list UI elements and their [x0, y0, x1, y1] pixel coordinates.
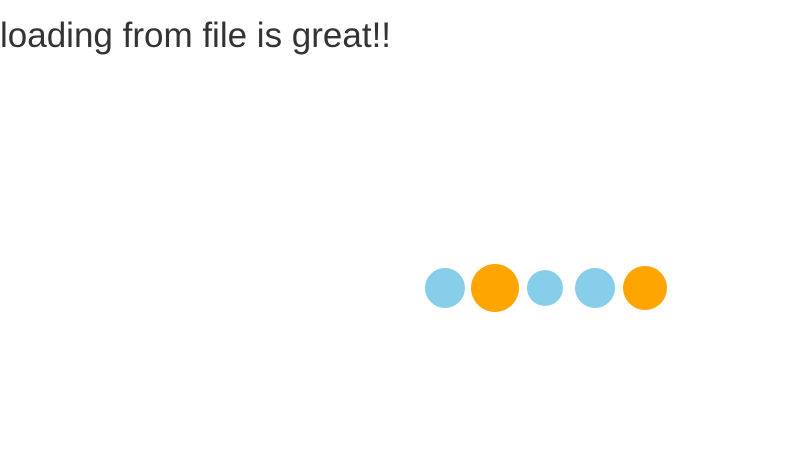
loading-dot-2: [471, 264, 519, 312]
loading-dot-3: [527, 270, 563, 306]
loading-dot-1: [425, 268, 465, 308]
loading-dot-4: [575, 268, 615, 308]
page-message: loading from file is great!!: [0, 16, 392, 55]
loading-dot-5: [623, 266, 667, 310]
